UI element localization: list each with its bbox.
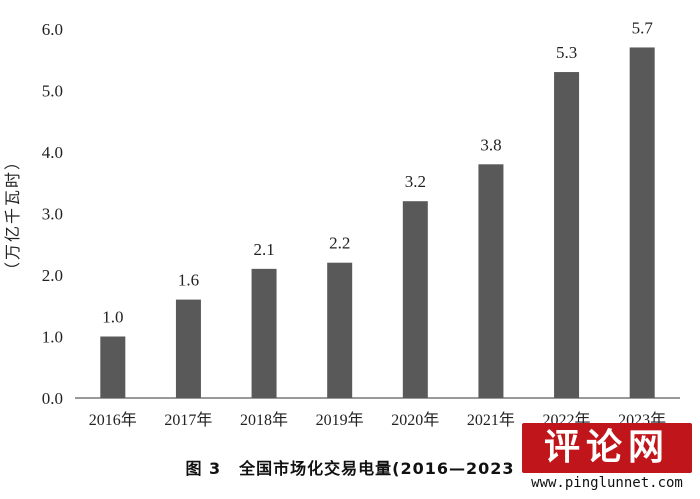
data-label: 3.8 (480, 135, 501, 154)
y-tick-label: 6.0 (42, 20, 63, 39)
data-label: 2.2 (329, 234, 350, 253)
bar (327, 262, 353, 398)
bar-series (100, 47, 655, 399)
data-label: 5.3 (556, 43, 577, 62)
x-axis-ticks: 2016年 2017年 2018年 2019年 2020年 2021年 2022年 2023年 (89, 411, 666, 429)
bar (175, 299, 201, 398)
y-axis-label: （万亿千瓦时） (4, 152, 22, 278)
data-label: 3.2 (405, 172, 426, 191)
bar (402, 201, 428, 398)
figure-number: 图 3 (185, 459, 222, 478)
bar (478, 164, 504, 398)
y-tick-label: 2.0 (42, 266, 63, 285)
x-tick-label: 2018年 (240, 411, 288, 429)
x-tick-label: 2017年 (164, 411, 212, 429)
x-tick-label: 2020年 (391, 411, 439, 429)
bar (554, 72, 580, 399)
data-label: 1.6 (178, 271, 199, 290)
bar-chart: 0.0 1.0 2.0 3.0 4.0 5.0 6.0 1.0 1.6 2.1 2.2 3.2 3.8… (4, 18, 680, 429)
data-label: 1.0 (102, 308, 123, 327)
watermark-logo-text: 评论网 (522, 423, 692, 473)
y-tick-label: 4.0 (42, 143, 63, 162)
bar (629, 47, 655, 398)
x-tick-label: 2019年 (316, 411, 364, 429)
y-tick-label: 0.0 (42, 389, 63, 408)
bar (100, 336, 126, 398)
site-watermark: 评论网 www.pinglunnet.com (522, 423, 700, 499)
data-label: 2.1 (253, 240, 274, 259)
x-tick-label: 2021年 (467, 411, 515, 429)
figure-caption: 图 3 全国市场化交易电量(2016—2023 (0, 455, 700, 479)
x-tick-label: 2016年 (89, 411, 137, 429)
data-labels: 1.0 1.6 2.1 2.2 3.2 3.8 5.3 5.7 (102, 18, 653, 326)
figure-title: 全国市场化交易电量(2016—2023 (239, 459, 515, 478)
y-axis-ticks: 0.0 1.0 2.0 3.0 4.0 5.0 6.0 (42, 20, 63, 408)
y-tick-label: 3.0 (42, 205, 63, 224)
data-label: 5.7 (632, 18, 654, 37)
y-tick-label: 1.0 (42, 328, 63, 347)
watermark-url: www.pinglunnet.com (522, 475, 692, 491)
y-tick-label: 5.0 (42, 82, 63, 101)
bar (251, 268, 277, 398)
